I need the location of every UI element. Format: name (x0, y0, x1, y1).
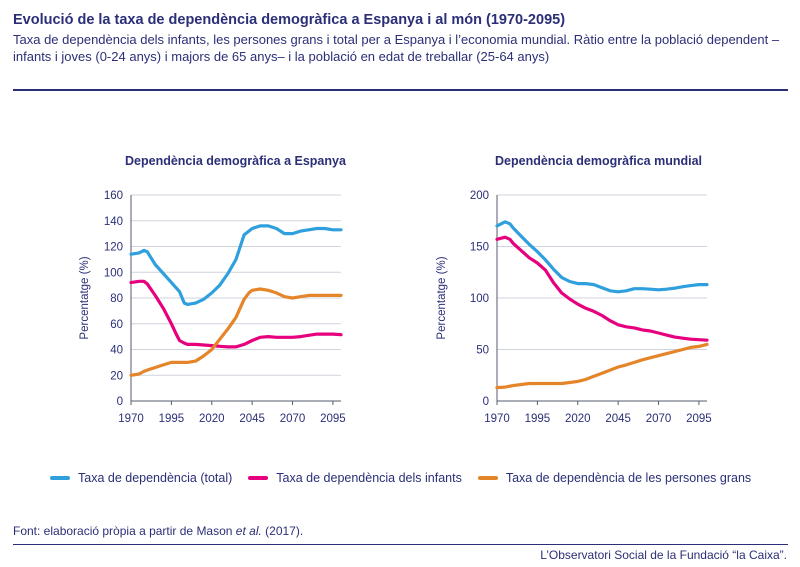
legend-swatch-total (50, 476, 70, 480)
legend: Taxa de dependència (total) Taxa de depe… (50, 471, 767, 485)
spain-y-tick-label: 60 (110, 319, 123, 331)
spain-x-tick-label: 2070 (280, 413, 306, 425)
bottom-divider (13, 544, 788, 545)
legend-item-total: Taxa de dependència (total) (50, 471, 232, 485)
world-y-axis-label: Percentatge (%) (436, 256, 448, 339)
chart-title: Evolució de la taxa de dependència demog… (13, 12, 566, 28)
spain-x-tick-label: 2095 (320, 413, 346, 425)
legend-swatch-infants (248, 476, 269, 480)
legend-label-infants: Taxa de dependència dels infants (276, 471, 462, 485)
spain-y-tick-label: 40 (110, 345, 123, 357)
spain-y-tick-label: 20 (110, 370, 123, 382)
legend-item-elderly: Taxa de dependència de les persones gran… (477, 471, 752, 485)
spain-y-tick-label: 80 (110, 293, 123, 305)
world-series-elderly-line (495, 342, 709, 390)
spain-y-tick-label: 0 (117, 396, 123, 408)
spain-series-infants-line (129, 279, 343, 349)
source-note: Font: elaboració pròpia a partir de Maso… (13, 524, 303, 538)
source-suffix: (2017). (261, 524, 304, 538)
world-series-infants-line (495, 235, 709, 342)
world-x-tick-label: 2020 (565, 413, 591, 425)
spain-y-tick-label: 120 (104, 242, 123, 254)
world-y-tick-label: 0 (483, 396, 489, 408)
legend-item-infants: Taxa de dependència dels infants (248, 471, 462, 485)
world-x-tick-label: 2095 (686, 413, 712, 425)
spain-series-elderly-line (129, 287, 343, 377)
source-italic: et al. (235, 524, 262, 538)
spain-x-tick-label: 1970 (118, 413, 144, 425)
top-divider (13, 89, 788, 91)
world-x-tick-label: 2070 (646, 413, 672, 425)
source-prefix: Font: elaboració pròpia a partir de Maso… (13, 524, 236, 538)
spain-y-axis-label: Percentatge (%) (79, 256, 91, 339)
world-y-tick-label: 50 (476, 345, 489, 357)
spain-y-tick-label: 160 (104, 190, 123, 202)
world-x-tick-label: 1970 (484, 413, 510, 425)
world-chart-title: Dependència demogràfica mundial (495, 154, 702, 168)
legend-label-elderly: Taxa de dependència de les persones gran… (505, 471, 752, 485)
legend-swatch-elderly (477, 476, 498, 480)
spain-y-tick-label: 140 (104, 216, 123, 228)
world-y-tick-label: 100 (470, 293, 489, 305)
spain-series-total-line (129, 224, 343, 306)
world-series-total-line (495, 220, 709, 294)
credit-note: L’Observatori Social de la Fundació “la … (540, 548, 787, 562)
world-x-tick-label: 2045 (605, 413, 631, 425)
charts-canvas: Dependència demogràfica a Espanya 0 20 40 60… (79, 154, 712, 425)
spain-x-tick-label: 2045 (239, 413, 265, 425)
spain-chart-title: Dependència demogràfica a Espanya (125, 154, 347, 168)
spain-x-tick-label: 1995 (159, 413, 185, 425)
spain-y-tick-label: 100 (104, 267, 123, 279)
legend-label-total: Taxa de dependència (total) (78, 471, 233, 485)
world-y-tick-label: 200 (470, 190, 489, 202)
world-y-tick-label: 150 (470, 242, 489, 254)
spain-x-tick-label: 2020 (199, 413, 225, 425)
world-x-tick-label: 1995 (525, 413, 551, 425)
chart-subtitle: Taxa de dependència dels infants, les pe… (13, 32, 780, 64)
